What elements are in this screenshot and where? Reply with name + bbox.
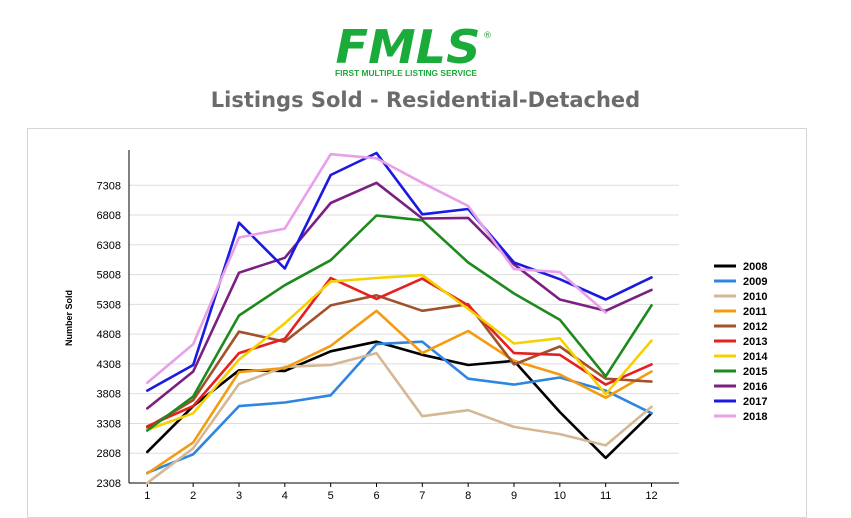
legend-label-2016: 2016 [743, 381, 767, 393]
x-tick-label: 7 [419, 490, 425, 502]
series-line-2015 [146, 214, 653, 432]
series-line-2016 [146, 181, 653, 410]
legend-label-2008: 2008 [743, 261, 767, 273]
legend-label-2010: 2010 [743, 291, 767, 303]
y-tick-label: 5808 [97, 270, 121, 282]
x-tick-label: 3 [236, 490, 242, 502]
x-tick-label: 8 [465, 490, 471, 502]
legend-label-2009: 2009 [743, 276, 767, 288]
legend-label-2011: 2011 [743, 306, 767, 318]
x-tick-label: 10 [554, 490, 566, 502]
fmls-logo: FMLS ® FIRST MULTIPLE LISTING SERVICE [335, 20, 492, 78]
x-tick-label: 2 [190, 490, 196, 502]
y-tick-label: 7308 [97, 180, 121, 192]
logo-registered-mark: ® [483, 31, 492, 41]
series-line-2018 [146, 152, 607, 385]
logo-wordmark: FMLS [336, 20, 481, 74]
y-tick-label: 6808 [97, 210, 121, 222]
x-tick-label: 9 [511, 490, 517, 502]
y-axis-label: Number Sold [64, 290, 74, 346]
y-tick-label: 6308 [97, 240, 121, 252]
legend-label-2012: 2012 [743, 321, 767, 333]
series-line-2008 [146, 340, 653, 460]
page-title: Listings Sold - Residential-Detached [210, 88, 641, 112]
y-tick-label: 2808 [97, 448, 121, 460]
y-tick-label: 4808 [97, 329, 121, 341]
series-line-2013 [146, 276, 653, 428]
x-tick-label: 1 [144, 490, 150, 502]
x-tick-label: 5 [328, 490, 334, 502]
x-tick-label: 6 [373, 490, 379, 502]
legend-label-2015: 2015 [743, 366, 767, 378]
series-line-2011 [146, 309, 653, 475]
y-tick-label: 2308 [97, 478, 121, 490]
legend-label-2017: 2017 [743, 396, 767, 408]
series-line-2014 [146, 273, 653, 432]
y-tick-label: 4308 [97, 359, 121, 371]
y-tick-label: 5308 [97, 299, 121, 311]
x-tick-label: 4 [282, 490, 288, 502]
series-line-2010 [146, 351, 653, 485]
legend-label-2014: 2014 [743, 351, 768, 363]
x-tick-label: 12 [645, 490, 657, 502]
x-tick-label: 11 [600, 490, 611, 502]
series-line-2012 [146, 294, 653, 429]
series-line-2017 [146, 151, 653, 392]
legend-label-2013: 2013 [743, 336, 767, 348]
y-tick-label: 3308 [97, 418, 121, 430]
legend-label-2018: 2018 [743, 411, 767, 423]
logo-tagline: FIRST MULTIPLE LISTING SERVICE [335, 68, 477, 78]
y-tick-label: 3808 [97, 389, 121, 401]
